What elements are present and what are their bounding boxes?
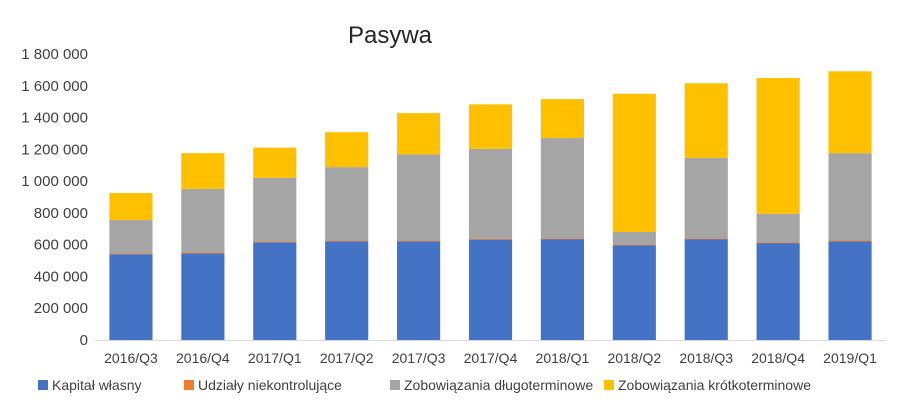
bar-segment [684, 157, 728, 239]
legend-swatch [390, 380, 400, 390]
bar-segment [253, 242, 297, 340]
bar-segment [612, 231, 656, 245]
bar-segment [325, 167, 369, 241]
y-tick-label: 0 [80, 332, 88, 349]
x-axis-ticks: 2016/Q3 2016/Q4 2017/Q1 2017/Q2 2017/Q3 2017/… [104, 350, 877, 366]
bar-segment [684, 239, 728, 340]
bar-segment [325, 240, 369, 242]
bar-segment [828, 71, 872, 154]
bar-segment [181, 188, 225, 253]
bar-segment [612, 93, 656, 232]
bar-segment [109, 254, 153, 340]
bar-segment [253, 147, 297, 178]
bar-segment [756, 77, 800, 214]
bar-segment [756, 242, 800, 244]
bar-segment [253, 241, 297, 243]
legend-label: Zobowiązania długoterminowe [404, 377, 593, 393]
x-tick-label: 2016/Q4 [176, 350, 230, 366]
bar-segment [828, 240, 872, 242]
bar-segment [109, 253, 153, 255]
x-tick-label: 2017/Q1 [248, 350, 302, 366]
chart-title: Pasywa [348, 22, 433, 49]
bar-segment [756, 243, 800, 340]
x-tick-label: 2018/Q2 [607, 350, 661, 366]
y-tick-label: 800 000 [34, 205, 88, 222]
y-tick-label: 600 000 [34, 237, 88, 254]
legend-label: Kapitał własny [52, 377, 142, 393]
bar-segment [181, 252, 225, 254]
bar-segment [468, 104, 513, 149]
bar-segment [828, 153, 872, 241]
y-tick-label: 400 000 [34, 268, 88, 285]
x-tick-label: 2018/Q1 [536, 350, 590, 366]
bar-segment [612, 244, 656, 246]
y-tick-label: 1 200 000 [21, 141, 88, 158]
bars [109, 71, 872, 340]
y-tick-label: 1 400 000 [21, 110, 88, 127]
x-tick-label: 2016/Q3 [104, 350, 158, 366]
legend-swatch [38, 380, 48, 390]
y-tick-label: 200 000 [34, 300, 88, 317]
bar-segment [684, 238, 728, 240]
bar-segment [109, 220, 153, 254]
bar-segment [540, 99, 584, 139]
y-tick-label: 1 800 000 [21, 46, 88, 63]
y-tick-label: 1 000 000 [21, 173, 88, 190]
bar-segment [756, 213, 800, 243]
bar-segment [397, 241, 441, 340]
bar-segment [397, 113, 441, 155]
bar-segment [684, 83, 728, 158]
legend-swatch [604, 380, 614, 390]
bar-segment [468, 239, 513, 340]
bar-segment [828, 241, 872, 340]
x-tick-label: 2017/Q2 [320, 350, 374, 366]
y-tick-label: 1 600 000 [21, 78, 88, 95]
bar-segment [540, 239, 584, 340]
x-tick-label: 2018/Q3 [679, 350, 733, 366]
bar-segment [397, 240, 441, 242]
legend-label: Zobowiązania krótkoterminowe [618, 377, 811, 393]
bar-segment [325, 241, 369, 340]
bar-segment [253, 177, 297, 242]
y-axis-ticks: 0 200 000 400 000 600 000 800 000 1 000 000 1 … [21, 46, 88, 349]
bar-segment [325, 132, 369, 168]
x-tick-label: 2017/Q3 [392, 350, 446, 366]
x-tick-label: 2017/Q4 [464, 350, 518, 366]
legend: Kapitał własny Udziały niekontrolujące Zob… [38, 377, 811, 393]
x-tick-label: 2018/Q4 [751, 350, 805, 366]
legend-label: Udziały niekontrolujące [198, 377, 342, 393]
x-tick-label: 2019/Q1 [823, 350, 877, 366]
bar-segment [181, 153, 225, 189]
bar-segment [181, 253, 225, 340]
bar-segment [540, 138, 584, 239]
bar-segment [397, 154, 441, 241]
bar-segment [468, 148, 513, 239]
bar-segment [468, 238, 513, 240]
legend-swatch [184, 380, 194, 390]
bar-segment [109, 193, 153, 221]
bar-segment [540, 238, 584, 240]
bar-segment [612, 245, 656, 340]
